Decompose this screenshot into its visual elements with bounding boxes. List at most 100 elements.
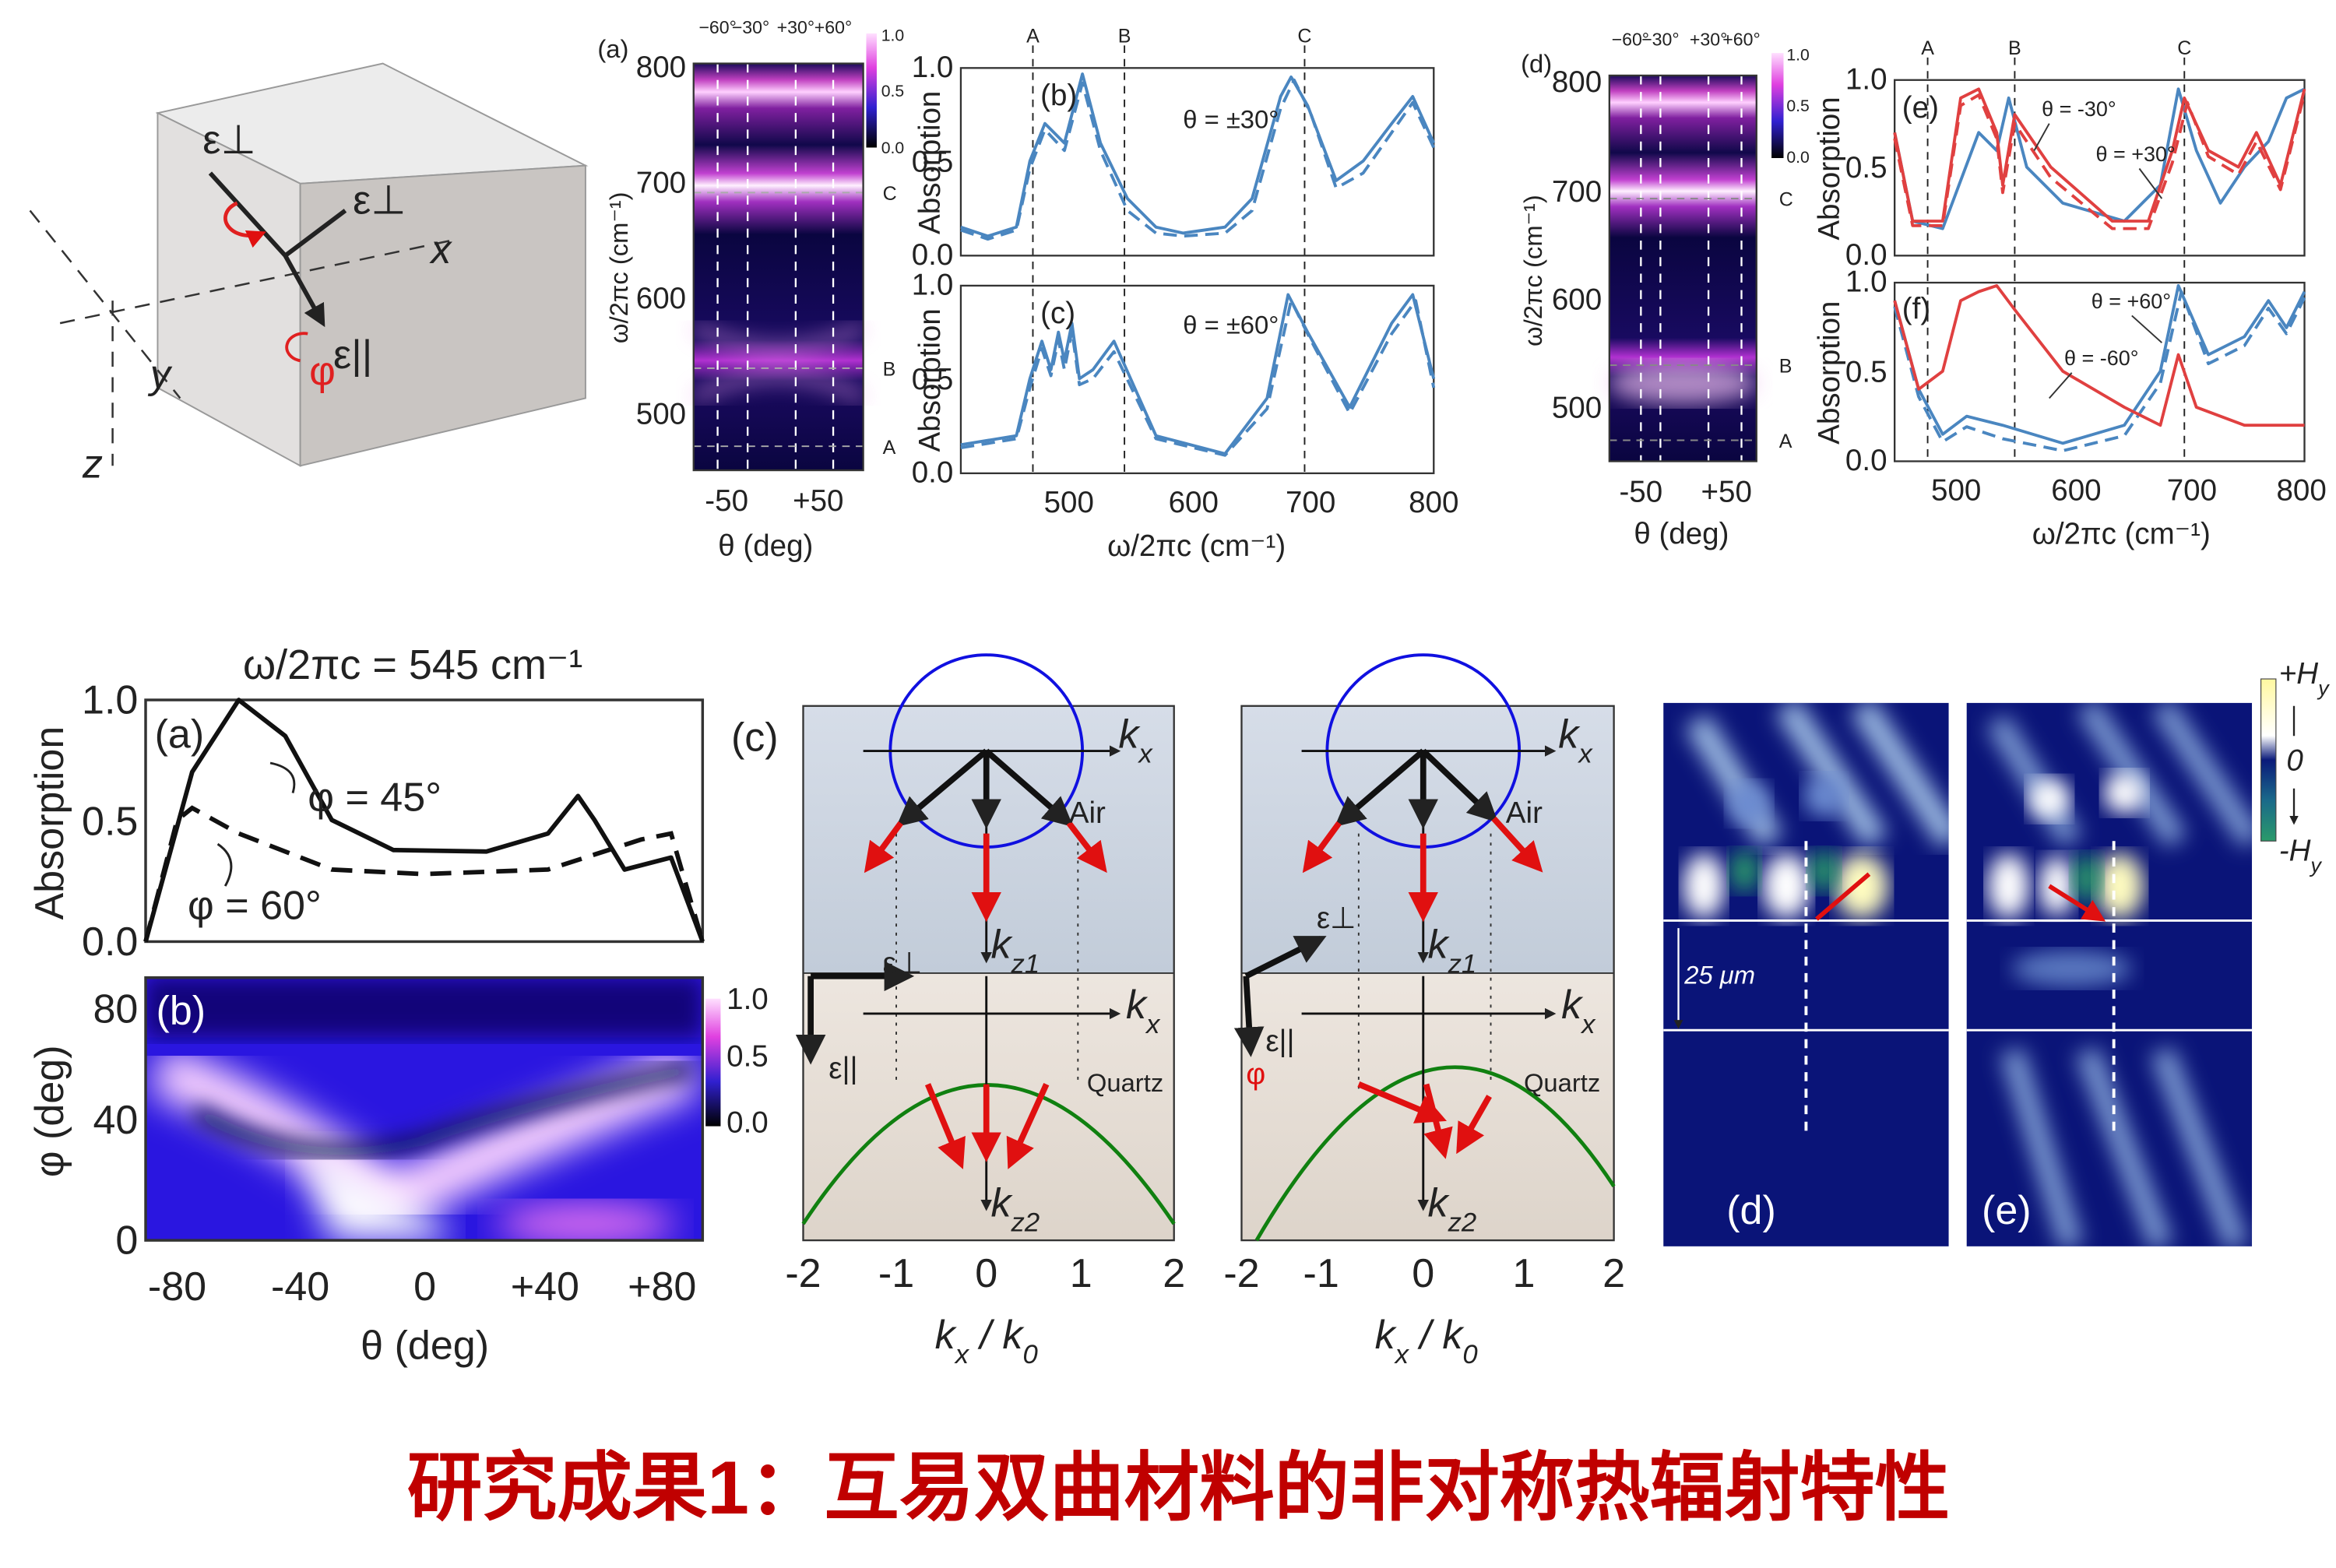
eps-perp: ε⊥ [353, 178, 406, 223]
angle: +30° [1690, 29, 1727, 49]
angle: +60° [1722, 29, 1760, 49]
panel-label: (d) [1726, 1188, 1776, 1233]
annotation: φ = 45° [308, 775, 442, 821]
h: -H [2279, 834, 2311, 867]
mode-label: A [1921, 37, 1934, 59]
k-label: kz1 [1428, 923, 1477, 979]
panel-label: (c) [1040, 297, 1075, 330]
cbar-tick: 1.0 [726, 983, 769, 1016]
y-tick: 0.0 [1845, 238, 1887, 272]
sub: 0 [1462, 1340, 1477, 1369]
cbar-tick: 1.0 [881, 27, 904, 45]
x-tick: -40 [271, 1264, 329, 1310]
x-tick: 600 [2051, 474, 2101, 508]
x-tick: +80 [628, 1264, 696, 1310]
mode-mark: B [883, 359, 896, 381]
k: k [1118, 712, 1141, 758]
y-tick: 80 [93, 987, 138, 1032]
panel-label: (d) [1521, 49, 1552, 78]
x-tick: 0 [1412, 1251, 1434, 1296]
x-tick: -50 [1619, 476, 1662, 509]
h: +H [2279, 657, 2319, 691]
angle: +30° [777, 17, 814, 37]
x-tick: 700 [2167, 474, 2217, 508]
panel-label: (b) [1040, 79, 1077, 113]
panel-label: (e) [1982, 1188, 2032, 1233]
axis-x: x [428, 227, 452, 272]
k: k [1428, 923, 1451, 968]
y-tick: 1.0 [1845, 62, 1887, 96]
axis-z: z [82, 442, 103, 487]
x-tick: 0 [413, 1264, 436, 1310]
sub: y [2317, 677, 2330, 700]
eps-par: ε|| [333, 332, 372, 378]
sub: x [1577, 740, 1593, 769]
angle: +60° [814, 17, 852, 37]
sub: z1 [1448, 950, 1477, 979]
y-label: Absorption [27, 726, 72, 920]
cbar-tick: 0.5 [1786, 97, 1809, 115]
annotation: θ = ±60° [1183, 311, 1279, 339]
fig5: 25 μm (d) (e) +Hy 0 -Hy [1663, 657, 2330, 1246]
cube: ε⊥ ε⊥ x ε|| φ y z [29, 62, 589, 487]
x-tick: -80 [148, 1264, 206, 1310]
y-tick: 0.5 [1845, 151, 1887, 185]
x-label: kx / k0 [935, 1313, 1038, 1369]
k: k [1561, 983, 1584, 1028]
angle: −30° [1641, 29, 1679, 49]
k: / k [1409, 1313, 1465, 1358]
fig4: (c) Air Air Quartz Quartz kx kx kx kx kz… [731, 653, 1625, 1369]
y-tick: 0.5 [1845, 355, 1887, 388]
sub: z2 [1011, 1208, 1040, 1237]
x-tick: +40 [511, 1264, 579, 1310]
y-tick: 600 [636, 282, 686, 315]
panel-label: (e) [1902, 91, 1939, 125]
y-tick: 0.0 [82, 919, 138, 965]
y-tick: 0.0 [912, 455, 954, 489]
x-label: kx / k0 [1375, 1313, 1478, 1369]
annotation: θ = +30° [2096, 142, 2176, 166]
fig1-heatmap: (a) −60° −30° +30° +60° 800 700 600 500 … [597, 17, 904, 563]
x-tick: 800 [2276, 474, 2326, 508]
y-tick: 0.0 [1845, 444, 1887, 477]
x-tick: 1 [1512, 1251, 1535, 1296]
y-tick: 500 [1552, 392, 1602, 425]
y-label: φ (deg) [27, 1045, 72, 1177]
panel-label: (b) [157, 988, 206, 1033]
y-tick: 1.0 [912, 268, 954, 301]
fig1-absorption: A B C (b) (c) θ = ±30° θ = ±60° 1.0 0.5 … [912, 26, 1459, 563]
y-tick: 0.5 [912, 145, 954, 178]
k: k [1558, 712, 1581, 758]
medium: Air [1069, 796, 1106, 830]
mode-mark: A [1779, 431, 1792, 452]
annotation: θ = ±30° [1183, 104, 1279, 133]
angle: −60° [698, 17, 736, 37]
x-label: θ (deg) [361, 1323, 489, 1368]
mode-label: B [2008, 37, 2021, 59]
cbar-tick: 0.0 [726, 1106, 769, 1139]
x-tick: 800 [1409, 486, 1458, 519]
k-label: kz2 [1428, 1180, 1477, 1237]
x-label: θ (deg) [1634, 518, 1729, 551]
x-tick: +50 [793, 484, 843, 518]
mode-mark: C [883, 183, 897, 205]
mode-label: A [1026, 26, 1040, 47]
k-label: kx [1561, 983, 1596, 1039]
sub: x [954, 1340, 970, 1369]
annotation: θ = -30° [2042, 97, 2116, 121]
sub: 0 [1022, 1340, 1037, 1369]
sub: y [2309, 853, 2322, 877]
y-tick: 0.5 [912, 363, 954, 396]
angle: −60° [1612, 29, 1649, 49]
x-tick: 500 [1931, 474, 1981, 508]
eps-perp: ε⊥ [883, 947, 923, 980]
cbar-label: 0 [2286, 744, 2303, 778]
x-tick: 2 [1602, 1251, 1625, 1296]
cbar-label: -Hy [2279, 834, 2323, 877]
y-tick: 0.5 [82, 800, 138, 845]
k-label: kx [1126, 983, 1161, 1039]
annotation: φ = 60° [188, 884, 322, 929]
k: / k [969, 1313, 1025, 1358]
x-tick: -2 [1223, 1251, 1259, 1296]
